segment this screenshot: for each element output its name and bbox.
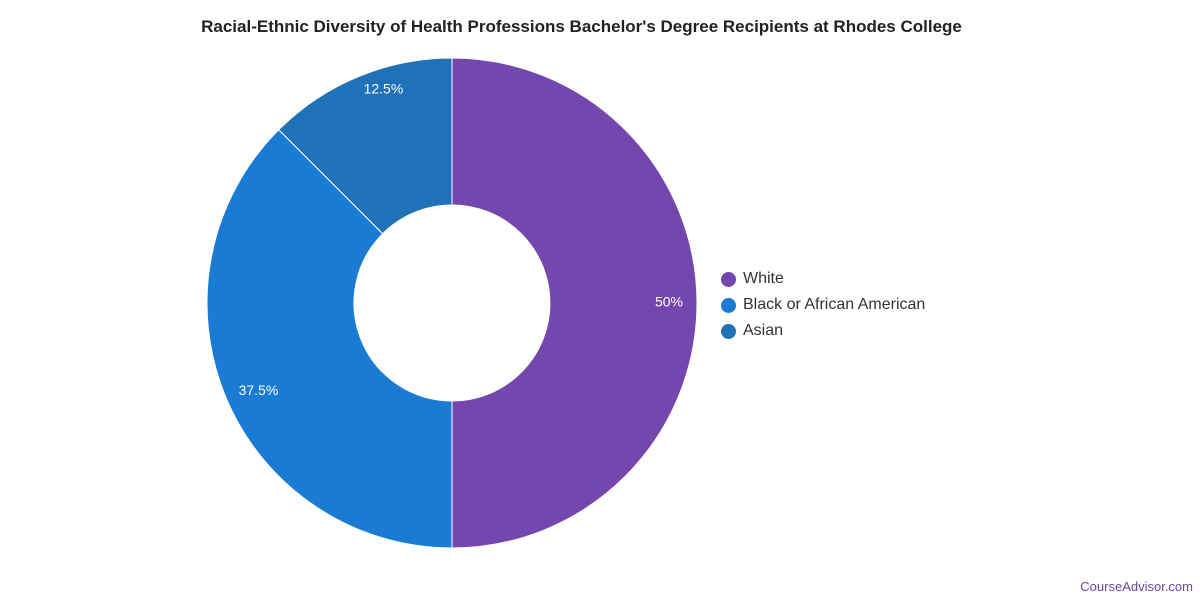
chart-title: Racial-Ethnic Diversity of Health Profes… — [201, 17, 962, 36]
source-credit[interactable]: CourseAdvisor.com — [1080, 579, 1193, 594]
slice-black-or-african-american[interactable] — [206, 129, 453, 549]
legend-swatch-black-or-african-american — [721, 297, 736, 313]
legend-item-black-or-african-american[interactable]: Black or African American — [721, 292, 925, 318]
legend-swatch-asian — [721, 323, 736, 339]
legend-swatch-white — [721, 271, 736, 287]
slice-asian[interactable] — [278, 57, 453, 235]
slice-label-asian: 12.5% — [364, 80, 404, 96]
legend-item-white[interactable]: White — [721, 266, 925, 292]
slice-white[interactable] — [451, 57, 698, 549]
legend-label-white: White — [743, 270, 784, 287]
legend-label-asian: Asian — [743, 322, 784, 339]
legend-label-black-or-african-american: Black or African American — [743, 296, 926, 313]
slice-label-black-or-african-american: 37.5% — [239, 382, 279, 398]
legend-item-asian[interactable]: Asian — [721, 318, 925, 344]
slice-label-white: 50% — [655, 294, 683, 310]
chart-legend: White Black or African American Asian — [721, 266, 925, 344]
